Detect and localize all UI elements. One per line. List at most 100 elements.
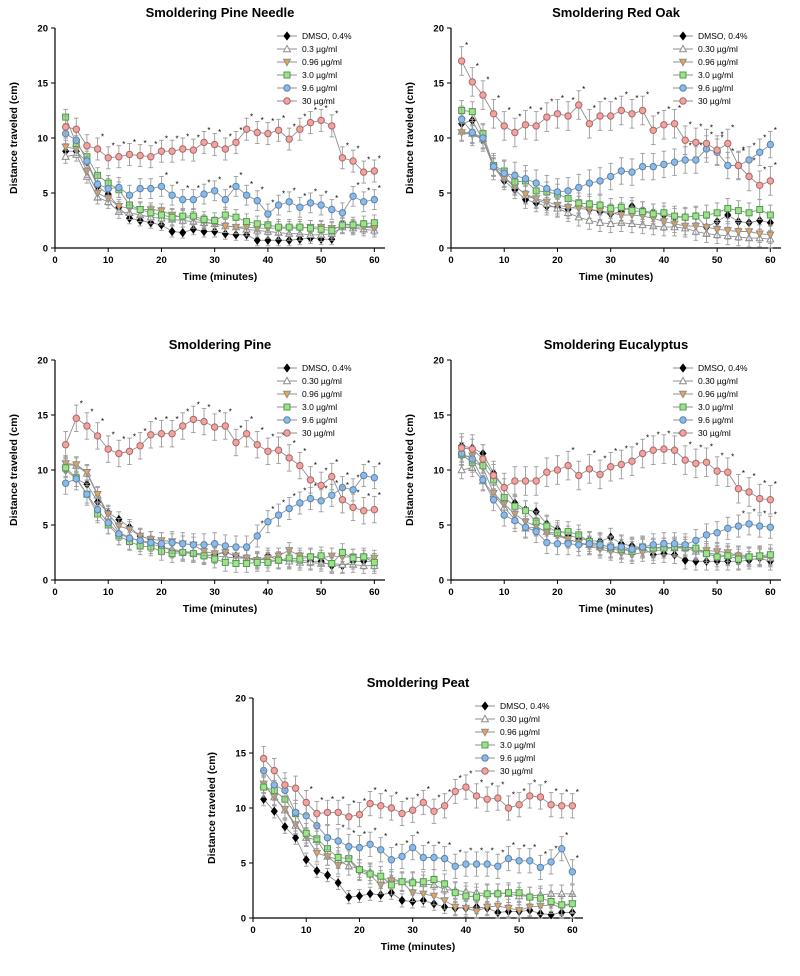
data-point-marker [575, 541, 583, 549]
data-point-marker [93, 432, 102, 440]
x-tick-label: 0 [448, 255, 453, 266]
data-point-marker [596, 541, 604, 549]
figure-row-middle: Smoldering Pine Time (minutes) Distance tr… [0, 334, 800, 630]
data-point-marker [292, 833, 300, 843]
significance-asterisk: * [554, 787, 557, 796]
data-point-marker [360, 198, 368, 206]
data-point-marker [526, 893, 534, 901]
data-point-marker [489, 496, 498, 504]
data-point-marker [398, 852, 406, 861]
significance-asterisk: * [593, 104, 596, 113]
significance-asterisk: * [540, 106, 543, 115]
significance-asterisk: * [112, 430, 115, 439]
significance-asterisk: * [175, 135, 178, 144]
data-point-marker [575, 101, 583, 109]
significance-asterisk: * [282, 432, 285, 441]
data-point-marker [264, 129, 272, 138]
significance-asterisk: * [448, 841, 451, 850]
y-tick-label: 10 [37, 134, 48, 145]
data-point-marker [483, 795, 491, 803]
legend-label: 30 µg/ml [698, 428, 731, 438]
legend: DMSO, 0.4% 0.30 µg/ml 0.96 µg/ml 3.0 µg/ml 9… [475, 701, 550, 776]
significance-asterisk: * [731, 452, 734, 461]
x-tick-label: 20 [552, 255, 563, 266]
data-point-marker [756, 181, 764, 190]
data-point-marker [596, 177, 604, 185]
legend-marker-c300 [283, 429, 291, 437]
y-tick-label: 20 [235, 694, 246, 705]
x-tick-label: 40 [263, 255, 274, 266]
data-point-marker [387, 881, 395, 889]
significance-asterisk: * [229, 407, 232, 416]
legend-marker-dmso [481, 701, 489, 711]
data-point-marker [745, 488, 753, 496]
x-tick-label: 50 [712, 255, 723, 266]
legend-marker-c96 [283, 84, 291, 92]
data-point-marker [472, 792, 481, 800]
data-point-marker [243, 560, 251, 567]
data-point-marker [189, 541, 198, 549]
data-point-marker [536, 793, 545, 801]
data-point-marker [253, 441, 261, 449]
data-point-marker [536, 894, 544, 902]
data-point-marker [302, 855, 310, 865]
y-tick-label: 0 [241, 914, 246, 925]
data-point-marker [617, 543, 626, 551]
data-point-marker [734, 161, 743, 170]
data-point-marker [660, 445, 668, 453]
data-point-marker [334, 808, 342, 817]
data-point-marker [104, 184, 112, 193]
data-point-marker [723, 227, 733, 236]
significance-asterisk: * [710, 124, 713, 133]
legend-label: 0.30 µg/ml [698, 376, 738, 386]
data-point-marker [306, 476, 315, 484]
significance-asterisk: * [144, 139, 147, 148]
data-point-marker [366, 889, 374, 899]
data-point-marker [93, 180, 102, 188]
legend-marker-c096 [678, 58, 688, 67]
data-point-marker [275, 556, 283, 564]
data-point-marker [532, 179, 540, 187]
y-tick-label: 20 [433, 24, 444, 35]
data-point-marker [360, 471, 368, 480]
data-point-marker [317, 116, 325, 125]
data-point-marker [419, 798, 428, 807]
legend-marker-c30 [679, 71, 687, 79]
significance-asterisk: * [325, 104, 328, 113]
significance-asterisk: * [282, 499, 285, 508]
data-point-marker [264, 210, 272, 218]
data-point-marker [724, 139, 732, 148]
data-point-marker [338, 496, 347, 504]
data-point-marker [157, 211, 165, 219]
data-point-marker [451, 787, 459, 796]
legend-label: 0.96 µg/ml [302, 389, 342, 399]
data-point-marker [211, 217, 219, 224]
data-point-marker [532, 122, 540, 130]
significance-asterisk: * [175, 180, 178, 189]
data-point-marker [766, 211, 774, 219]
significance-asterisk: * [144, 427, 147, 436]
data-point-marker [482, 903, 492, 912]
data-point-marker [724, 468, 732, 476]
data-point-marker [649, 446, 657, 454]
x-tick-label: 20 [354, 925, 365, 936]
significance-asterisk: * [699, 141, 702, 150]
significance-asterisk: * [774, 126, 777, 135]
data-point-marker [189, 415, 198, 424]
data-point-marker [681, 213, 689, 221]
data-point-marker [585, 465, 594, 473]
data-point-marker [462, 892, 470, 900]
y-tick-label: 20 [433, 356, 444, 367]
significance-asterisk: * [218, 175, 221, 184]
data-point-marker [472, 860, 481, 868]
y-tick-label: 10 [433, 466, 444, 477]
legend-label: 9.6 µg/ml [698, 83, 733, 93]
data-point-marker [243, 218, 251, 226]
data-point-marker [72, 414, 80, 423]
data-point-marker [168, 213, 176, 221]
data-point-marker [360, 507, 368, 515]
data-point-marker [638, 543, 647, 551]
data-point-marker [221, 558, 229, 566]
data-point-marker [349, 221, 357, 229]
data-point-marker [543, 522, 551, 530]
